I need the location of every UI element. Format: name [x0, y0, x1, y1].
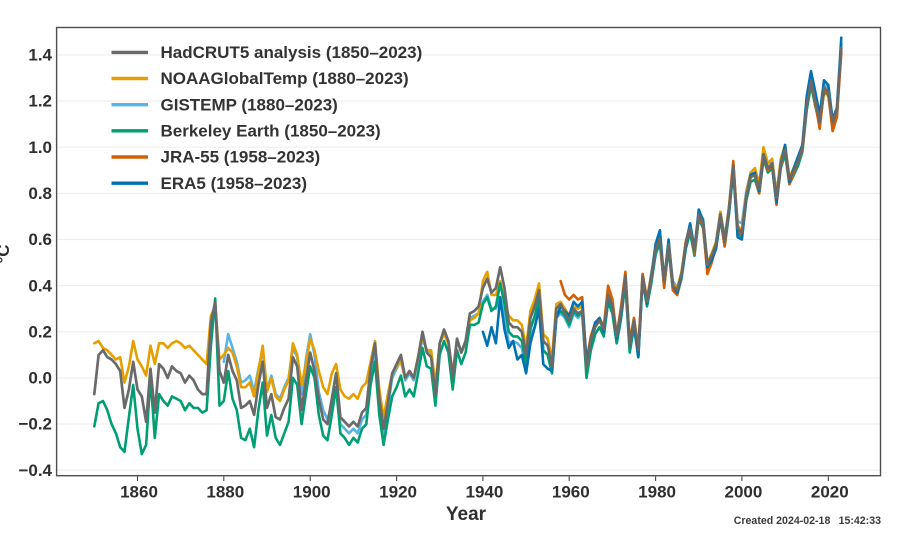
- svg-text:0.2: 0.2: [28, 322, 52, 341]
- svg-text:Created 2024-02-18 15:42:33: Created 2024-02-18 15:42:33: [734, 515, 881, 527]
- svg-text:0.6: 0.6: [28, 230, 52, 249]
- svg-text:1.4: 1.4: [28, 46, 52, 65]
- svg-text:GISTEMP (1880–2023): GISTEMP (1880–2023): [161, 95, 338, 114]
- svg-text:1960: 1960: [552, 483, 590, 502]
- svg-text:0.8: 0.8: [28, 184, 52, 203]
- svg-text:1880: 1880: [206, 483, 244, 502]
- svg-text:1860: 1860: [120, 483, 158, 502]
- svg-text:HadCRUT5 analysis (1850–2023): HadCRUT5 analysis (1850–2023): [161, 43, 423, 62]
- svg-text:Berkeley Earth (1850–2023): Berkeley Earth (1850–2023): [161, 122, 381, 141]
- svg-text:1980: 1980: [638, 483, 676, 502]
- svg-text:Year: Year: [446, 504, 487, 525]
- svg-text:1.2: 1.2: [28, 92, 52, 111]
- svg-text:−0.2: −0.2: [18, 415, 52, 434]
- svg-text:°C: °C: [0, 244, 13, 263]
- svg-text:0.4: 0.4: [28, 276, 52, 295]
- svg-text:1.0: 1.0: [28, 138, 52, 157]
- svg-text:0.0: 0.0: [28, 369, 52, 388]
- svg-text:−0.4: −0.4: [18, 461, 52, 480]
- svg-text:1920: 1920: [379, 483, 417, 502]
- svg-text:JRA-55 (1958–2023): JRA-55 (1958–2023): [161, 148, 321, 167]
- svg-text:ERA5 (1958–2023): ERA5 (1958–2023): [161, 174, 307, 193]
- svg-text:2020: 2020: [811, 483, 849, 502]
- svg-text:1940: 1940: [465, 483, 503, 502]
- svg-text:2000: 2000: [724, 483, 762, 502]
- svg-text:NOAAGlobalTemp (1880–2023): NOAAGlobalTemp (1880–2023): [161, 69, 409, 88]
- svg-text:1900: 1900: [293, 483, 331, 502]
